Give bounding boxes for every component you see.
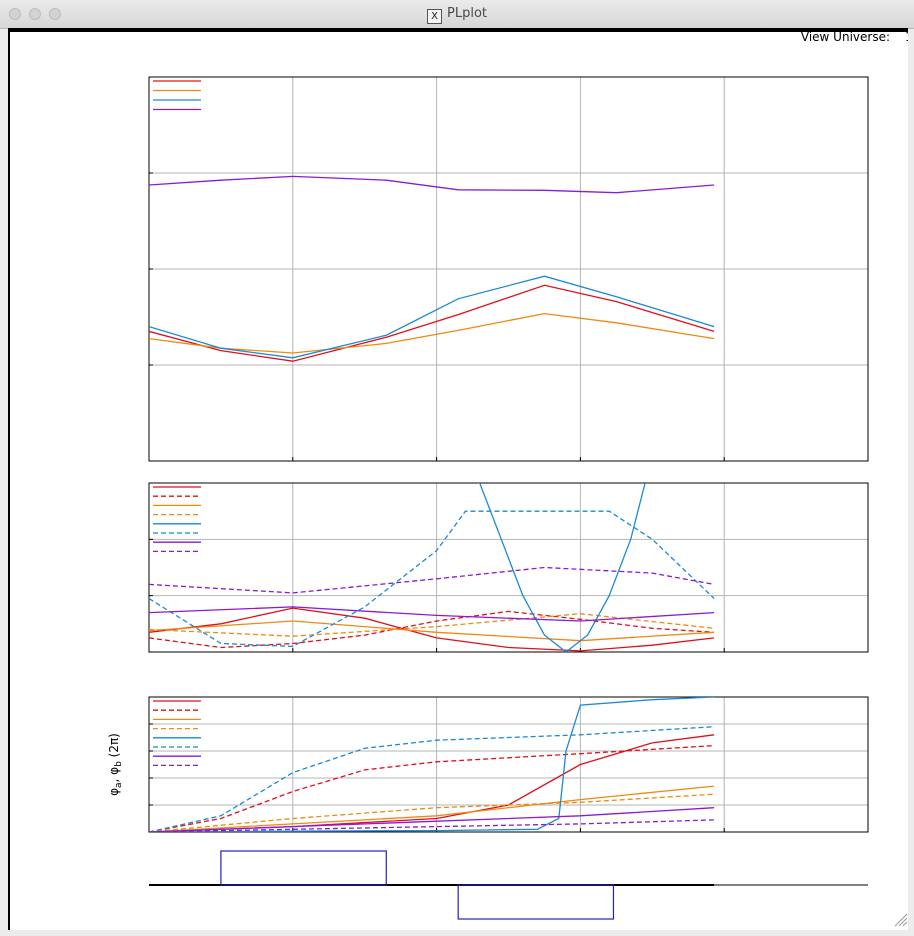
plot-canvas: View Universe: 1 φa, φb (2π): [8, 28, 908, 930]
axes-frame: [148, 696, 869, 833]
orbit-panel: [148, 76, 869, 462]
series-line-4-beta-a: [149, 606, 715, 622]
series-line-4-beta-b: [149, 566, 715, 594]
series-line-3-phase-b: [149, 726, 715, 832]
window-title-group: X PLplot: [0, 6, 914, 24]
series-line-1-orbit-x: [149, 284, 715, 362]
series-line-2-orbit-x: [149, 312, 715, 354]
series-line-3-phase-a: [149, 697, 715, 832]
y-axis-label: φa, φb (2π): [107, 733, 124, 796]
series-line-4-phase-a: [149, 807, 715, 832]
series-group: [149, 483, 715, 652]
view-universe-label: View Universe:: [801, 32, 890, 44]
y-axis-label-part: (2π): [107, 733, 121, 761]
series-line-1-phase-a: [149, 734, 715, 832]
minimize-window-button[interactable]: [29, 8, 41, 20]
series-line-1-beta-b: [149, 610, 715, 649]
plot-svg: View Universe: 1 φa, φb (2π): [107, 32, 908, 927]
series-line-3-beta-b: [149, 510, 715, 648]
y-axis-label-part: φ: [107, 788, 121, 796]
lattice-layout: [149, 850, 868, 920]
series-line-2-beta-a: [149, 620, 715, 642]
phase-panel: φa, φb (2π): [107, 696, 869, 833]
magnet-box: [220, 850, 387, 886]
series-line-2-phase-a: [149, 785, 715, 832]
close-window-button[interactable]: [9, 8, 21, 20]
y-axis-label-part: φ: [107, 767, 121, 775]
series-line-3-orbit-x: [149, 275, 715, 359]
beta-panel: [148, 482, 869, 653]
y-axis-label-part: a: [114, 782, 124, 788]
series-line-4-phase-b: [149, 819, 715, 832]
magnet-box: [457, 884, 615, 920]
y-axis-label-part: b: [114, 761, 124, 767]
series-line-1-beta-a: [149, 607, 715, 652]
y-axis-label-part: ,: [107, 775, 121, 783]
series-line-4-orbit-x: [149, 175, 715, 194]
title-bar: X PLplot: [0, 0, 914, 29]
series-group: [149, 175, 715, 362]
view-universe-value: 1: [905, 32, 908, 44]
series-line-1-phase-b: [149, 744, 715, 832]
axes-frame: [148, 482, 869, 653]
series-line-2-phase-b: [149, 793, 715, 832]
x11-icon: X: [427, 9, 442, 24]
maximize-window-button[interactable]: [49, 8, 61, 20]
series-line-2-beta-b: [149, 613, 715, 637]
resize-grip-icon[interactable]: [894, 913, 908, 927]
series-group: [149, 697, 715, 832]
window-title: PLplot: [447, 6, 487, 21]
